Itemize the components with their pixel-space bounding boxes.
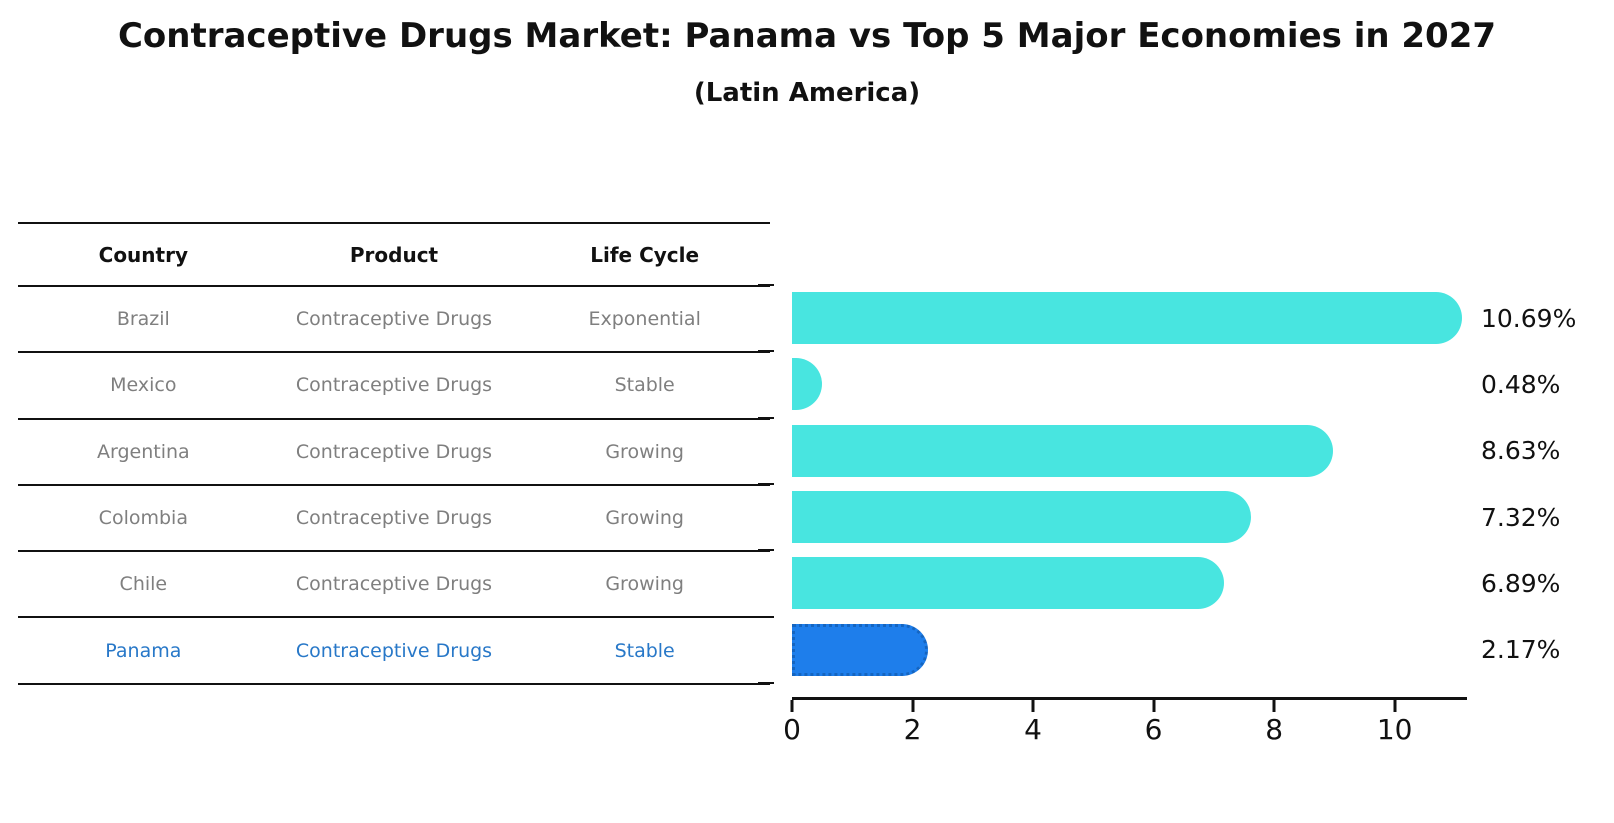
cell-life-cycle: Exponential xyxy=(588,308,701,331)
table-row-brazil: Brazil Contraceptive Drugs Exponential xyxy=(18,287,770,354)
x-tick-label: 6 xyxy=(1144,713,1163,746)
table-row-colombia: Colombia Contraceptive Drugs Growing xyxy=(18,486,770,553)
x-axis-tick xyxy=(1031,700,1035,712)
x-axis-tick xyxy=(1393,700,1397,712)
x-axis-tick xyxy=(1152,700,1156,712)
x-tick-label: 0 xyxy=(783,713,801,746)
chart-title: Contraceptive Drugs Market: Panama vs To… xyxy=(117,16,1497,56)
cell-country: Mexico xyxy=(110,374,177,397)
cell-country: Argentina xyxy=(96,440,190,463)
bar-mexico xyxy=(792,358,823,411)
bar-chile xyxy=(792,557,1224,610)
table-row-chile: Chile Contraceptive Drugs Growing xyxy=(18,552,770,619)
bar-row: 10.69% xyxy=(792,285,1576,351)
x-tick-label: 4 xyxy=(1024,713,1042,746)
value-label-chile: 6.89% xyxy=(1481,568,1561,598)
bar-brazil xyxy=(792,292,1463,345)
table-row-mexico: Mexico Contraceptive Drugs Stable xyxy=(18,353,770,420)
cell-product: Contraceptive Drugs xyxy=(295,374,493,397)
bar-row: 0.48% xyxy=(792,351,1560,417)
y-axis-tick xyxy=(758,416,774,419)
value-label-panama: 2.17% xyxy=(1481,635,1561,665)
x-axis-tick xyxy=(1272,700,1276,712)
bar-row: 6.89% xyxy=(792,550,1560,616)
table-row-panama: Panama Contraceptive Drugs Stable xyxy=(18,618,770,685)
cell-country: Colombia xyxy=(98,507,188,530)
y-axis-tick xyxy=(758,681,774,684)
y-axis-tick xyxy=(758,482,774,485)
cell-product: Contraceptive Drugs xyxy=(295,639,493,662)
value-label-argentina: 8.63% xyxy=(1481,436,1561,466)
cell-product: Contraceptive Drugs xyxy=(295,440,493,463)
x-axis-tick xyxy=(790,700,794,712)
cell-product: Contraceptive Drugs xyxy=(295,507,493,530)
cell-country: Chile xyxy=(119,573,168,596)
data-table: Country Product Life Cycle Brazil Contra… xyxy=(18,222,770,685)
x-tick-label: 8 xyxy=(1265,713,1284,746)
y-axis-tick xyxy=(758,615,774,618)
cell-product: Contraceptive Drugs xyxy=(295,308,493,331)
value-label-mexico: 0.48% xyxy=(1481,369,1561,399)
cell-life-cycle: Growing xyxy=(605,440,684,463)
col-header-country: Country xyxy=(98,242,188,267)
value-label-brazil: 10.69% xyxy=(1481,303,1577,333)
value-label-colombia: 7.32% xyxy=(1481,502,1561,532)
y-axis-tick xyxy=(758,350,774,353)
col-header-product: Product xyxy=(349,242,439,267)
chart-subtitle: (Latin America) xyxy=(693,78,921,108)
cell-country: Brazil xyxy=(116,308,170,331)
cell-country: Panama xyxy=(105,639,182,662)
cell-life-cycle: Stable xyxy=(614,639,675,662)
bar-panama xyxy=(792,623,929,676)
y-axis-tick xyxy=(758,284,774,286)
x-axis-tick xyxy=(911,700,915,712)
cell-life-cycle: Stable xyxy=(614,374,675,397)
x-tick-label: 10 xyxy=(1376,713,1413,746)
bar-row: 8.63% xyxy=(792,418,1560,484)
bar-plot: 10.69% 0.48% 8.63% 7.32% 6.89% 2.17% 0 xyxy=(758,284,1576,746)
cell-life-cycle: Growing xyxy=(605,573,684,596)
table-header-row: Country Product Life Cycle xyxy=(18,222,770,287)
y-axis-tick xyxy=(758,549,774,552)
bar-argentina xyxy=(792,424,1334,477)
x-axis-line xyxy=(792,697,1467,700)
cell-product: Contraceptive Drugs xyxy=(295,573,493,596)
bar-row: 2.17% xyxy=(792,617,1560,683)
x-tick-label: 2 xyxy=(903,713,922,746)
bar-colombia xyxy=(792,491,1251,544)
bar-row: 7.32% xyxy=(792,484,1560,550)
col-header-life-cycle: Life Cycle xyxy=(590,242,700,267)
cell-life-cycle: Growing xyxy=(605,507,684,530)
table-row-argentina: Argentina Contraceptive Drugs Growing xyxy=(18,420,770,486)
